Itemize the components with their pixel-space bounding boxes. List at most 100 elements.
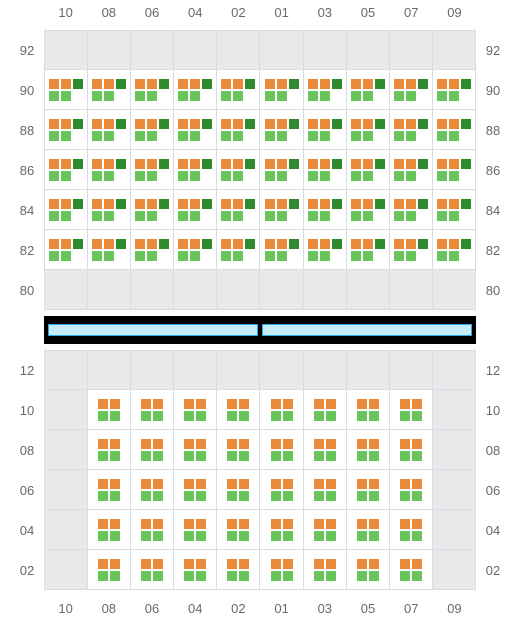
orange-square <box>363 159 373 169</box>
occupied-cell <box>217 510 260 550</box>
occupied-cell <box>88 430 131 470</box>
orange-square <box>283 399 293 409</box>
light_green-square <box>351 171 361 181</box>
grid-row: 1010 <box>10 390 510 430</box>
occupied-cell <box>304 430 347 470</box>
occupied-cell <box>131 430 174 470</box>
light_green-square <box>153 451 163 461</box>
dark_green-square <box>332 119 342 129</box>
light_green-square <box>147 131 157 141</box>
dark_green-square <box>332 239 342 249</box>
occupied-cell <box>304 390 347 430</box>
column-label: 07 <box>390 601 433 616</box>
orange-square <box>271 479 281 489</box>
rack-unit <box>357 439 379 461</box>
light_green-square <box>153 571 163 581</box>
orange-square <box>314 439 324 449</box>
light_green-square <box>308 211 318 221</box>
empty-cell <box>44 550 88 590</box>
orange-square <box>400 439 410 449</box>
rack-unit <box>92 119 126 141</box>
light_green-square <box>178 211 188 221</box>
light_green-square <box>153 491 163 501</box>
light_green-square <box>233 91 243 101</box>
light_green-square <box>98 531 108 541</box>
occupied-cell <box>174 510 217 550</box>
orange-square <box>49 79 59 89</box>
occupied-cell <box>260 470 303 510</box>
orange-square <box>357 439 367 449</box>
occupied-cell <box>131 550 174 590</box>
occupied-cell <box>390 390 433 430</box>
empty-cell <box>131 350 174 390</box>
dark_green-square <box>375 199 385 209</box>
rack-unit <box>265 79 299 101</box>
row-label-right: 92 <box>476 43 510 58</box>
rack-unit <box>394 239 428 261</box>
bottom-section: 121210100808060604040202 <box>10 350 510 590</box>
light_green-square <box>49 131 59 141</box>
light_green-square <box>412 491 422 501</box>
light_green-square <box>92 131 102 141</box>
orange-square <box>412 439 422 449</box>
light_green-square <box>283 571 293 581</box>
orange-square <box>239 399 249 409</box>
occupied-cell <box>131 110 174 150</box>
dark_green-square <box>332 159 342 169</box>
rack-unit <box>135 119 169 141</box>
column-label: 04 <box>174 601 217 616</box>
light_green-square <box>320 211 330 221</box>
light_green-square <box>227 411 237 421</box>
orange-square <box>184 479 194 489</box>
orange-square <box>98 519 108 529</box>
orange-square <box>394 159 404 169</box>
dark_green-square <box>116 159 126 169</box>
light_green-square <box>326 531 336 541</box>
rack-unit <box>178 79 212 101</box>
orange-square <box>110 559 120 569</box>
rack-unit <box>351 199 385 221</box>
occupied-cell <box>433 150 476 190</box>
rack-diagram: 10080604020103050709 9292909088888686848… <box>0 0 520 620</box>
blank-square <box>461 211 471 221</box>
grid-row: 9292 <box>10 30 510 70</box>
empty-cell <box>88 270 131 310</box>
dark_green-square <box>375 119 385 129</box>
occupied-cell <box>131 190 174 230</box>
orange-square <box>363 119 373 129</box>
orange-square <box>227 399 237 409</box>
light_green-square <box>92 91 102 101</box>
row-label-right: 84 <box>476 203 510 218</box>
rack-unit <box>184 399 206 421</box>
rack-unit <box>49 159 83 181</box>
light_green-square <box>265 251 275 261</box>
dark_green-square <box>202 159 212 169</box>
orange-square <box>98 559 108 569</box>
orange-square <box>110 479 120 489</box>
orange-square <box>110 399 120 409</box>
light_green-square <box>400 451 410 461</box>
column-label: 07 <box>390 5 433 20</box>
blank-square <box>159 211 169 221</box>
orange-square <box>369 399 379 409</box>
orange-square <box>221 239 231 249</box>
orange-square <box>357 399 367 409</box>
occupied-cell <box>131 390 174 430</box>
dark_green-square <box>332 79 342 89</box>
light_green-square <box>221 131 231 141</box>
empty-cell <box>347 270 390 310</box>
column-label: 09 <box>433 5 476 20</box>
orange-square <box>412 399 422 409</box>
blank-square <box>159 91 169 101</box>
light_green-square <box>449 131 459 141</box>
orange-square <box>363 79 373 89</box>
orange-square <box>110 439 120 449</box>
blank-square <box>159 251 169 261</box>
occupied-cell <box>260 150 303 190</box>
grid-row: 1212 <box>10 350 510 390</box>
column-label: 03 <box>303 601 346 616</box>
light_green-square <box>437 171 447 181</box>
rack-unit <box>357 559 379 581</box>
light_green-square <box>320 91 330 101</box>
occupied-cell <box>217 390 260 430</box>
